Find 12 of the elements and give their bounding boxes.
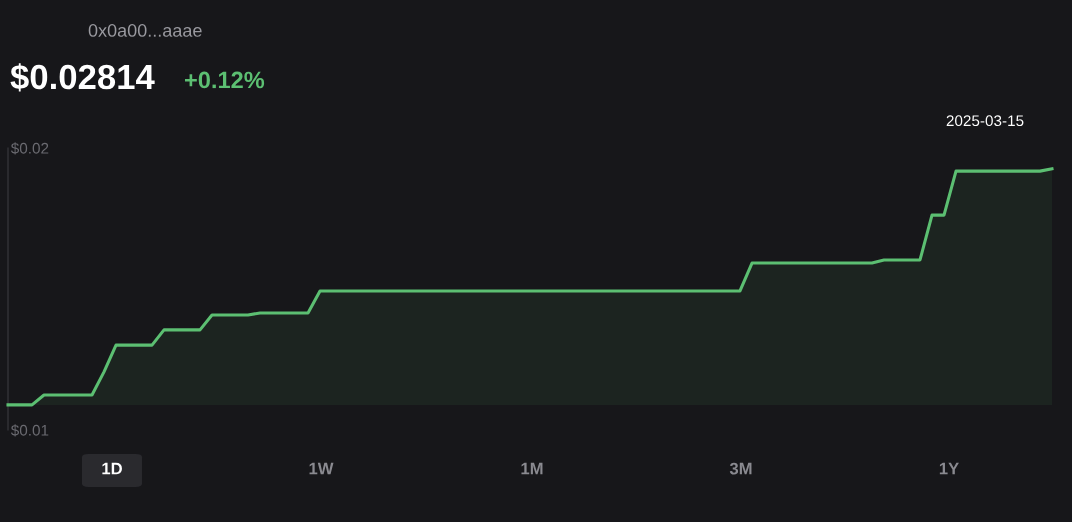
chart-subtitle: +0.12% xyxy=(184,71,265,89)
text: 1Y xyxy=(939,462,959,475)
text: 0x0a00...aaae xyxy=(88,24,202,37)
y-tick-label: $0.01 xyxy=(10,424,49,437)
chart-title: $0.02814 xyxy=(10,63,155,92)
text: 1W xyxy=(309,462,334,475)
line-series xyxy=(6,167,1054,407)
y-tick-label: $0.02 xyxy=(10,142,49,155)
text: 1M xyxy=(521,462,543,475)
text: 1D xyxy=(102,462,122,475)
text: 3M xyxy=(729,462,752,475)
text: 2025-03-15 xyxy=(946,115,1024,127)
